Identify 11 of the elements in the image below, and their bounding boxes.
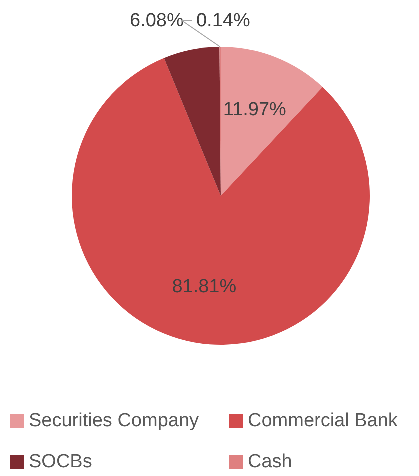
pie-slice (221, 47, 323, 196)
pie-slice (164, 47, 221, 196)
data-label: 0.14% (196, 10, 250, 32)
data-label: 11.97% (223, 100, 287, 121)
legend-label: SOCBs (29, 452, 92, 472)
data-label: 81.81% (172, 276, 237, 298)
data-label: 6.08% (130, 10, 184, 32)
pie-slice (72, 58, 370, 345)
legend-label: Cash (248, 452, 292, 472)
legend-label: Commercial Bank (248, 410, 398, 432)
legend-label: Securities Company (29, 410, 200, 432)
